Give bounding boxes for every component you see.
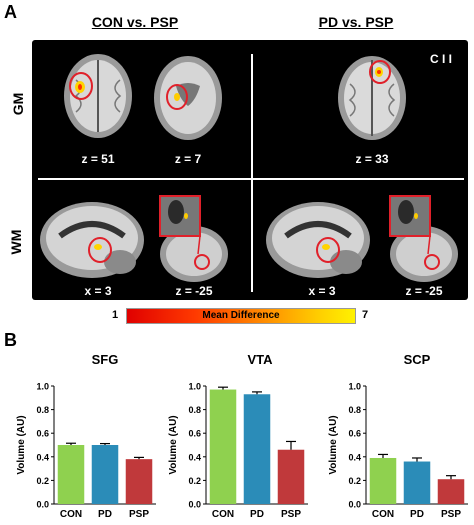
bar-sfg-pd xyxy=(91,445,119,504)
x-tick-label-scp: PSP xyxy=(441,509,461,520)
mri-montage-svg xyxy=(40,54,458,282)
row-label-wm: WM xyxy=(8,229,24,255)
brain-axial-gm-left-2 xyxy=(154,56,222,140)
x-tick-label-sfg: CON xyxy=(60,509,82,520)
panel-a-label: A xyxy=(4,2,17,22)
y-tick-label-sfg: 0.8 xyxy=(36,405,49,415)
mri-montage xyxy=(32,40,468,300)
x-tick-label-vta: CON xyxy=(212,509,234,520)
brain-axial-wm-right-2 xyxy=(389,195,458,282)
row-label-gm: GM xyxy=(10,92,26,116)
x-tick-label-sfg: PSP xyxy=(129,509,149,520)
coord-wm-left-2: z = -25 xyxy=(175,284,213,298)
brain-axial-gm-right-1 xyxy=(338,56,406,140)
corner-label: C I I xyxy=(430,52,453,66)
x-tick-label-vta: PSP xyxy=(281,509,301,520)
y-tick-label-vta: 0.4 xyxy=(188,452,201,462)
y-tick-label-vta: 0.2 xyxy=(188,476,201,486)
bar-scp-psp xyxy=(437,479,465,504)
bar-vta-con xyxy=(209,389,237,504)
chart-title-sfg: SFG xyxy=(91,352,119,367)
brain-sagittal-wm-right xyxy=(266,202,370,278)
colorbar-label: Mean Difference xyxy=(202,310,280,321)
coord-wm-right-2: z = -25 xyxy=(405,284,443,298)
y-tick-label-vta: 1.0 xyxy=(188,382,201,392)
y-tick-label-sfg: 0.4 xyxy=(36,452,49,462)
group-title-pd-vs-psp: PD vs. PSP xyxy=(318,14,394,30)
colorbar-max: 7 xyxy=(362,309,369,321)
x-tick-label-sfg: PD xyxy=(98,509,112,520)
bar-scp-con xyxy=(369,457,397,504)
coord-wm-left-1: x = 3 xyxy=(84,284,112,298)
colorbar: Mean Difference xyxy=(126,308,356,324)
colorbar-min: 1 xyxy=(112,309,119,321)
chart-title-vta: VTA xyxy=(247,352,273,367)
y-tick-label-vta: 0.6 xyxy=(188,429,201,439)
x-tick-label-scp: CON xyxy=(372,509,394,520)
montage-divider-horizontal xyxy=(38,178,464,180)
y-tick-label-vta: 0.8 xyxy=(188,405,201,415)
x-tick-label-vta: PD xyxy=(250,509,264,520)
y-tick-label-scp: 0.6 xyxy=(348,429,361,439)
coord-gm-left-2: z = 7 xyxy=(174,152,202,166)
y-tick-label-scp: 0.0 xyxy=(348,500,361,510)
y-tick-label-scp: 1.0 xyxy=(348,382,361,392)
bar-sfg-con xyxy=(57,445,85,504)
brain-sagittal-wm-left xyxy=(40,202,144,278)
bar-charts: 0.0 0.2 0.4 0.6 0.8 1.0 Volume (AU) CON PD PSP 0.0… xyxy=(16,382,468,520)
y-tick-label-sfg: 1.0 xyxy=(36,382,49,392)
brain-axial-gm-left-1 xyxy=(64,54,132,138)
bar-sfg-psp xyxy=(125,459,153,504)
coord-gm-right-1: z = 33 xyxy=(355,152,389,166)
y-tick-label-scp: 0.8 xyxy=(348,405,361,415)
y-tick-label-scp: 0.4 xyxy=(348,452,361,462)
y-tick-label-sfg: 0.6 xyxy=(36,429,49,439)
y-tick-label-vta: 0.0 xyxy=(188,500,201,510)
chart-title-scp: SCP xyxy=(403,352,431,367)
brain-axial-wm-left-2 xyxy=(159,195,228,282)
y-tick-label-scp: 0.2 xyxy=(348,476,361,486)
x-tick-label-scp: PD xyxy=(410,509,424,520)
bar-vta-psp xyxy=(277,449,305,504)
group-title-con-vs-psp: CON vs. PSP xyxy=(91,14,179,30)
y-tick-label-sfg: 0.0 xyxy=(36,500,49,510)
bar-scp-pd xyxy=(403,461,431,504)
bar-vta-pd xyxy=(243,394,271,504)
y-axis-label-scp: Volume (AU) xyxy=(328,415,339,474)
coord-wm-right-1: x = 3 xyxy=(308,284,336,298)
montage-divider-vertical xyxy=(251,54,253,292)
coord-gm-left-1: z = 51 xyxy=(81,152,115,166)
y-axis-label-sfg: Volume (AU) xyxy=(16,415,27,474)
y-tick-label-sfg: 0.2 xyxy=(36,476,49,486)
panel-b-label: B xyxy=(4,330,17,350)
y-axis-label-vta: Volume (AU) xyxy=(168,415,179,474)
